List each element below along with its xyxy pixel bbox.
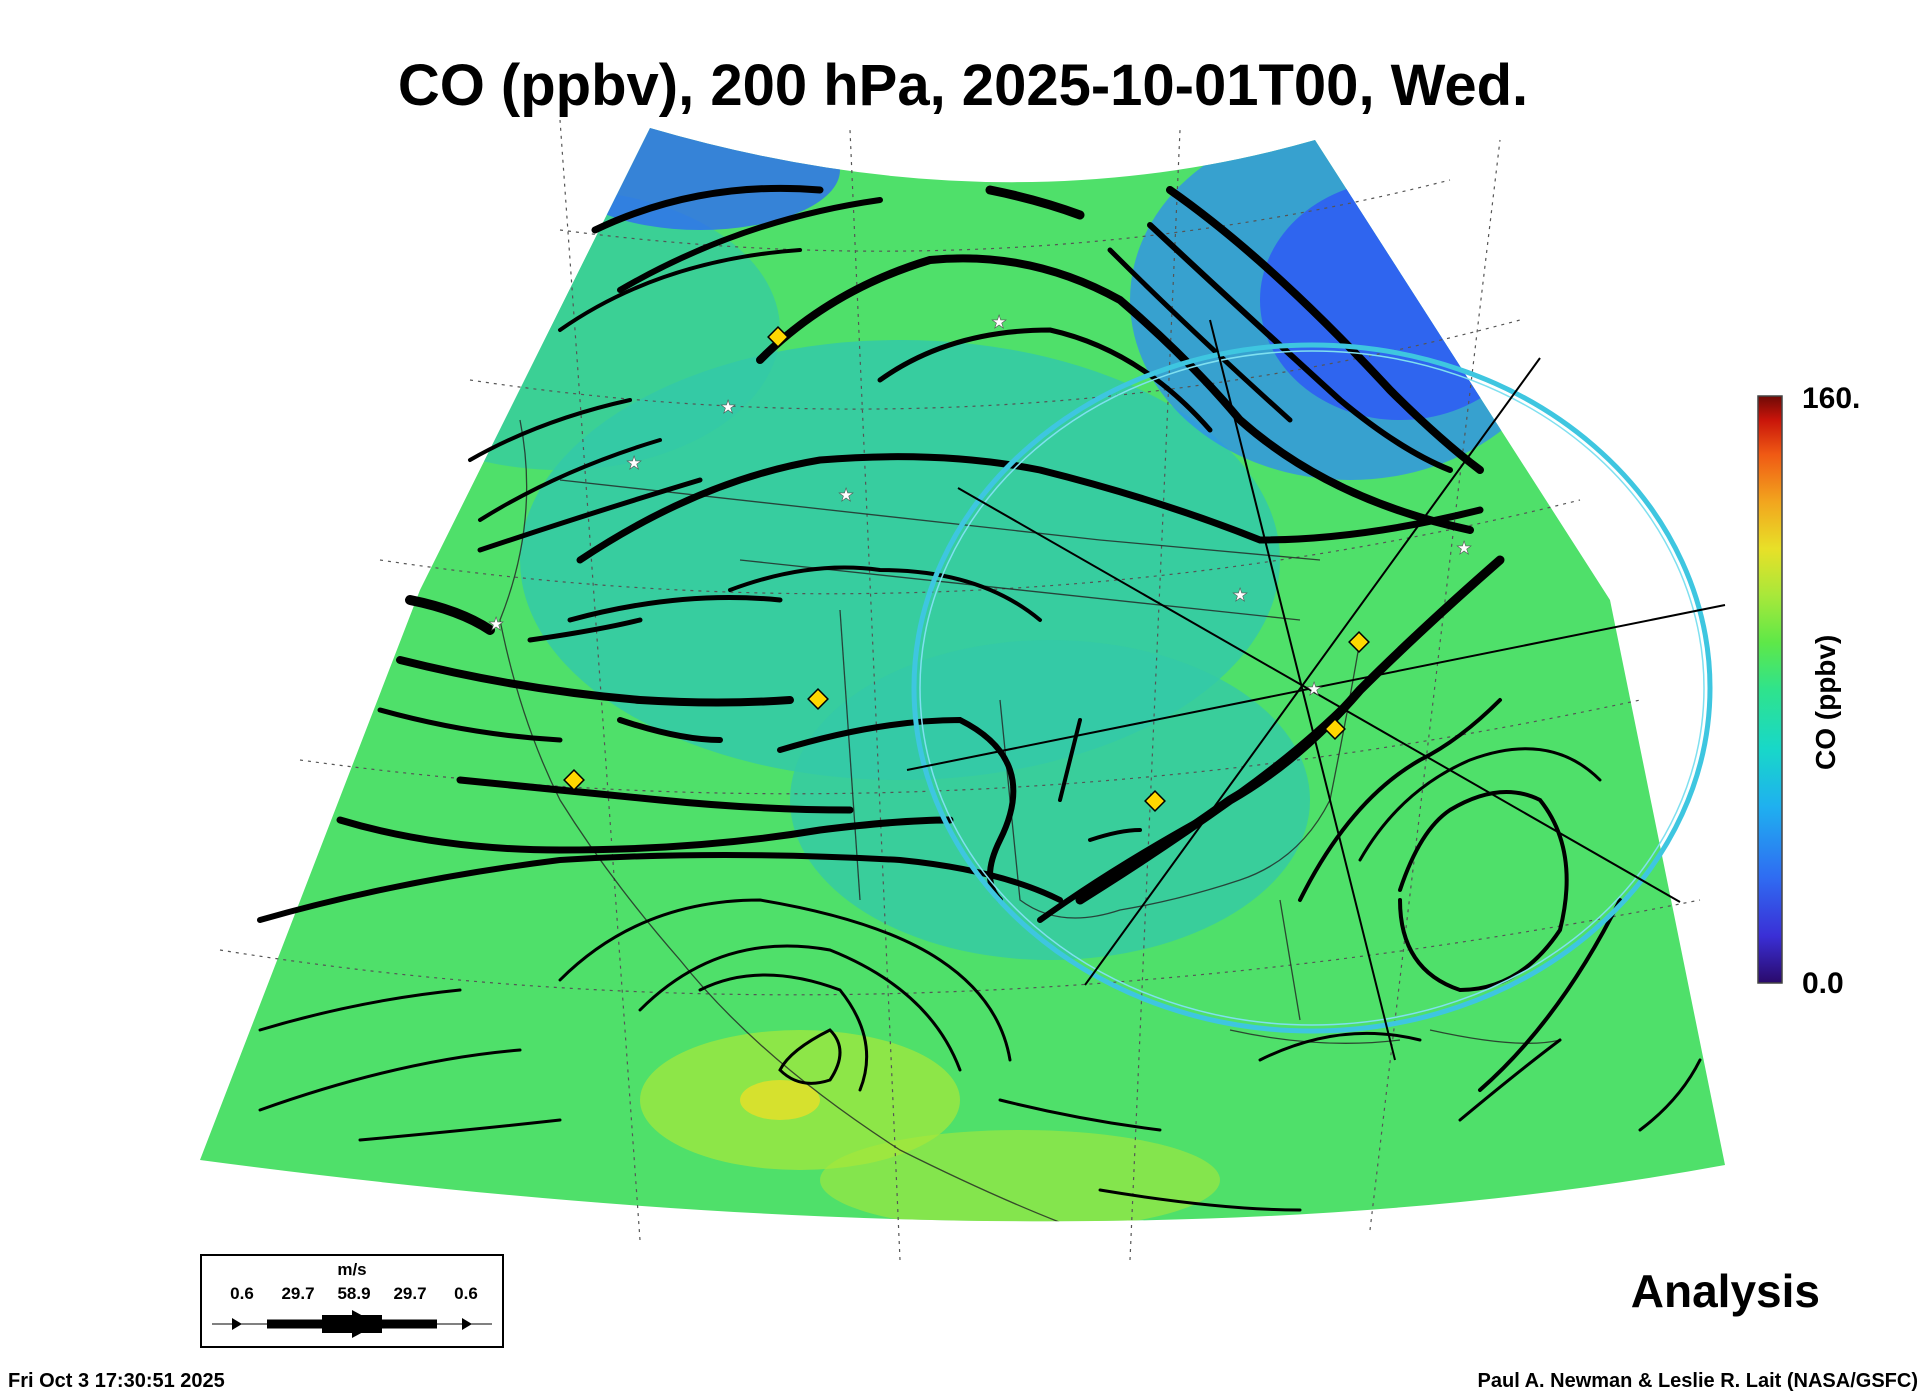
legend-value: 0.6 bbox=[454, 1284, 478, 1303]
colorbar-axis-label: CO (ppbv) bbox=[1810, 634, 1841, 770]
svg-text:★: ★ bbox=[991, 312, 1007, 332]
cross-section-lines bbox=[906, 319, 1726, 1061]
trajectory-ring bbox=[911, 342, 1713, 1034]
coastlines bbox=[499, 419, 1561, 1222]
wind-speed-legend: m/s 0.6 29.7 58.9 29.7 0.6 bbox=[200, 1254, 504, 1348]
svg-text:★: ★ bbox=[488, 614, 504, 634]
legend-value: 0.6 bbox=[230, 1284, 254, 1303]
site-markers bbox=[563, 326, 1370, 812]
co-field bbox=[200, 128, 1725, 1222]
footer-timestamp: Fri Oct 3 17:30:51 2025 bbox=[8, 1370, 225, 1392]
legend-units: m/s bbox=[337, 1260, 367, 1279]
footer-credit: Paul A. Newman & Leslie R. Lait (NASA/GS… bbox=[1477, 1370, 1918, 1392]
svg-text:★: ★ bbox=[1232, 585, 1248, 605]
wind-streamlines bbox=[257, 184, 1702, 1212]
map-title: CO (ppbv), 200 hPa, 2025-10-01T00, Wed. bbox=[397, 53, 1529, 118]
colorbar-min-label: 0.0 bbox=[1802, 967, 1844, 1000]
legend-value: 29.7 bbox=[281, 1284, 315, 1303]
legend-arrow-scale bbox=[212, 1310, 492, 1338]
svg-text:★: ★ bbox=[1306, 679, 1322, 699]
graticule bbox=[219, 119, 1701, 1261]
legend-value: 58.9 bbox=[337, 1284, 371, 1303]
svg-text:★: ★ bbox=[1456, 538, 1472, 558]
svg-text:★: ★ bbox=[626, 453, 642, 473]
station-stars: ★ ★ ★ ★ ★ ★ ★ ★ bbox=[488, 312, 1473, 700]
colorbar bbox=[1757, 395, 1783, 984]
svg-text:★: ★ bbox=[838, 485, 854, 505]
analysis-label: Analysis bbox=[1630, 1265, 1820, 1317]
svg-text:★: ★ bbox=[720, 397, 736, 417]
colorbar-max-label: 160. bbox=[1802, 382, 1861, 415]
legend-value: 29.7 bbox=[393, 1284, 427, 1303]
